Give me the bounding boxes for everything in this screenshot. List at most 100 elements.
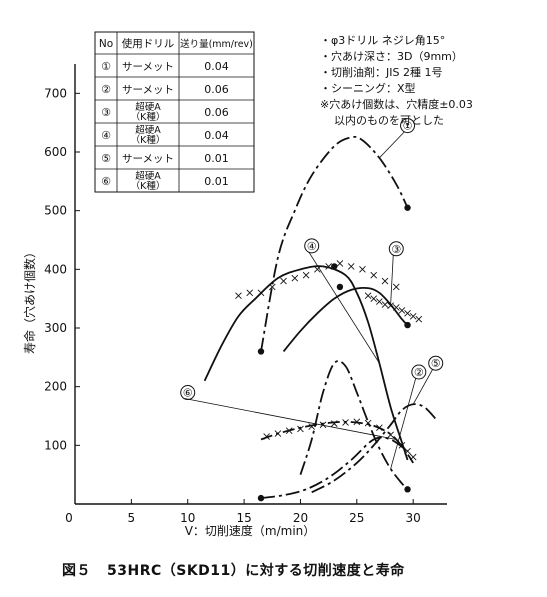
data-point-marker — [404, 486, 411, 493]
data-point-marker — [257, 348, 265, 355]
legend-table — [94, 31, 255, 193]
y-tick-label: 400 — [44, 262, 67, 276]
series-callout-label: ③ — [391, 243, 401, 256]
legend-table-no: ④ — [101, 129, 111, 142]
series-callout-circle — [388, 241, 404, 257]
condition-note: ・φ3ドリル ネジレ角15° — [320, 34, 445, 47]
series-callout-label: ⑥ — [183, 387, 193, 400]
y-tick-label: 700 — [44, 86, 67, 100]
legend-table-feed: 0.04 — [204, 60, 229, 73]
data-point-cross — [398, 307, 406, 314]
y-tick-label: 600 — [44, 145, 67, 159]
condition-note: ・シーニング：X型 — [320, 81, 416, 95]
legend-table-feed: 0.01 — [204, 152, 229, 165]
data-point-cross — [319, 421, 327, 429]
condition-note: ・穴あけ深さ：3D（9mm） — [320, 49, 463, 63]
series-callout-label: ① — [403, 120, 413, 133]
series-callout-leader — [390, 377, 417, 469]
data-point-marker — [257, 494, 265, 502]
data-point-cross — [370, 295, 378, 302]
y-tick-label: 500 — [44, 204, 67, 218]
data-point-cross — [308, 423, 316, 430]
legend-table-drill: 超硬A — [135, 124, 161, 136]
legend-table-drill: 超硬A — [135, 101, 161, 113]
data-point-cross — [387, 302, 394, 310]
data-point-marker — [331, 263, 338, 270]
legend-table-no: ⑤ — [101, 152, 111, 165]
legend-table-no: ① — [101, 60, 111, 73]
data-point-cross — [376, 298, 383, 305]
series-2-line — [299, 360, 409, 490]
data-point-cross — [381, 301, 389, 308]
data-point-marker — [404, 204, 411, 211]
series-callout-leader — [184, 398, 397, 440]
series-callout-label: ④ — [307, 240, 317, 253]
series-callout-circle — [428, 355, 444, 371]
data-point-cross — [392, 283, 400, 291]
legend-table-no: ② — [101, 83, 111, 96]
legend-table-drill: サーメット — [122, 61, 174, 73]
legend-table-no: ⑥ — [101, 175, 111, 188]
data-point-cross — [235, 292, 242, 300]
series-callout-leader — [379, 131, 405, 159]
legend-table-feed: 0.06 — [204, 83, 229, 96]
data-point-cross — [297, 425, 304, 433]
x-axis-label: V：切削速度（m/min） — [185, 523, 316, 538]
data-point-cross — [285, 427, 293, 434]
series-callout-label: ② — [414, 366, 424, 379]
legend-table-feed: 0.04 — [204, 129, 229, 142]
series-6-line-b — [260, 436, 409, 500]
condition-note: ・切削油剤：JIS 2種 1号 — [320, 65, 442, 79]
y-tick-label: 100 — [44, 438, 67, 452]
data-point-cross — [370, 271, 378, 279]
data-point-cross — [364, 292, 372, 300]
series-callout-label: ⑤ — [431, 357, 441, 370]
legend-table-drill: （K種） — [131, 111, 166, 123]
data-point-cross — [302, 271, 310, 279]
data-point-cross — [246, 289, 254, 297]
series-callout-circle — [304, 238, 320, 254]
data-point-cross — [359, 266, 366, 273]
legend-table-header: No — [99, 38, 113, 50]
data-point-cross — [257, 289, 265, 297]
series-callout-circle — [411, 364, 427, 380]
figure-number: 図５ — [62, 563, 91, 579]
data-point-marker — [404, 321, 411, 329]
data-point-cross — [330, 420, 338, 427]
series-4-line — [203, 265, 409, 461]
x-tick-label: 25 — [349, 511, 364, 525]
data-point-cross — [364, 419, 372, 427]
series-1-line — [260, 135, 409, 352]
data-point-cross — [336, 260, 344, 267]
data-point-cross — [263, 433, 270, 440]
data-point-cross — [381, 277, 389, 285]
legend-table-drill: サーメット — [122, 84, 174, 96]
legend-table-header: 送り量(mm/rev) — [180, 38, 253, 50]
series-5-line — [311, 403, 437, 494]
data-point-cross — [409, 453, 417, 461]
x-tick-label: 10 — [180, 511, 195, 525]
data-point-cross — [392, 304, 400, 311]
legend-table-drill: （K種） — [131, 180, 166, 192]
data-point-cross — [314, 266, 321, 273]
data-point-cross — [409, 312, 417, 320]
legend-table-feed: 0.01 — [204, 175, 229, 188]
data-point-cross — [274, 430, 282, 437]
x-tick-label: 0 — [65, 511, 73, 525]
data-point-cross — [376, 424, 383, 432]
condition-note: 以内のものを可とした — [334, 113, 444, 127]
legend-table-header: 使用ドリル — [122, 37, 175, 50]
data-point-cross — [387, 431, 394, 439]
x-tick-label: 5 — [128, 511, 136, 525]
series-callout-leader — [412, 369, 434, 405]
data-point-marker — [336, 283, 344, 291]
data-point-cross — [347, 263, 355, 270]
x-tick-label: 30 — [406, 511, 421, 525]
x-tick-label: 15 — [236, 511, 251, 525]
series-callout-circle — [180, 385, 196, 401]
legend-table-drill: サーメット — [122, 153, 174, 165]
y-tick-label: 200 — [44, 380, 67, 394]
legend-table-feed: 0.06 — [204, 106, 229, 119]
